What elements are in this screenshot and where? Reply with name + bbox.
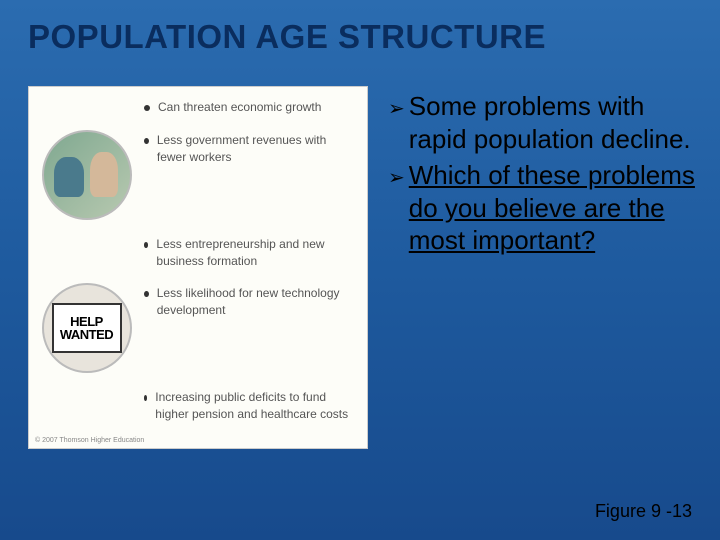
figure-label: Figure 9 -13: [595, 501, 692, 522]
help-sign-line1: HELP: [70, 315, 103, 329]
chevron-icon: ➢: [388, 165, 405, 190]
chevron-text: Which of these problems do you believe a…: [409, 159, 700, 257]
bullet-row-3: HELP WANTED Less likelihood for new tech…: [39, 283, 357, 373]
help-wanted-image: HELP WANTED: [42, 283, 132, 373]
chevron-item-1: ➢ Which of these problems do you believe…: [388, 159, 700, 257]
content-row: Can threaten economic growth Less govern…: [0, 56, 720, 449]
chevron-text: Some problems with rapid population decl…: [409, 90, 700, 155]
copyright-text: © 2007 Thomson Higher Education: [35, 437, 144, 444]
right-text-panel: ➢ Some problems with rapid population de…: [388, 86, 700, 449]
bullet-row-2: Less entrepreneurship and new business f…: [39, 234, 357, 270]
bullet-row-0: Can threaten economic growth: [39, 97, 357, 116]
bullet-text: Less likelihood for new technology devel…: [157, 285, 357, 319]
chevron-icon: ➢: [388, 96, 405, 121]
nurse-patient-image: [42, 130, 132, 220]
bullet-dot-icon: [144, 395, 147, 401]
slide-title: POPULATION AGE STRUCTURE: [0, 0, 720, 56]
bullet-dot-icon: [144, 242, 148, 248]
bullet-dot-icon: [144, 291, 149, 297]
bullet-row-4: Increasing public deficits to fund highe…: [39, 387, 357, 423]
help-sign-line2: WANTED: [60, 328, 113, 342]
bullet-dot-icon: [144, 138, 149, 144]
chevron-item-0: ➢ Some problems with rapid population de…: [388, 90, 700, 155]
bullet-row-1: Less government revenues with fewer work…: [39, 130, 357, 220]
bullet-dot-icon: [144, 105, 150, 111]
bullet-text: Less entrepreneurship and new business f…: [156, 236, 357, 270]
bullet-text: Can threaten economic growth: [158, 99, 321, 116]
bullet-text: Increasing public deficits to fund highe…: [155, 389, 357, 423]
help-wanted-sign: HELP WANTED: [52, 303, 122, 353]
bullet-text: Less government revenues with fewer work…: [157, 132, 357, 166]
left-info-panel: Can threaten economic growth Less govern…: [28, 86, 368, 449]
